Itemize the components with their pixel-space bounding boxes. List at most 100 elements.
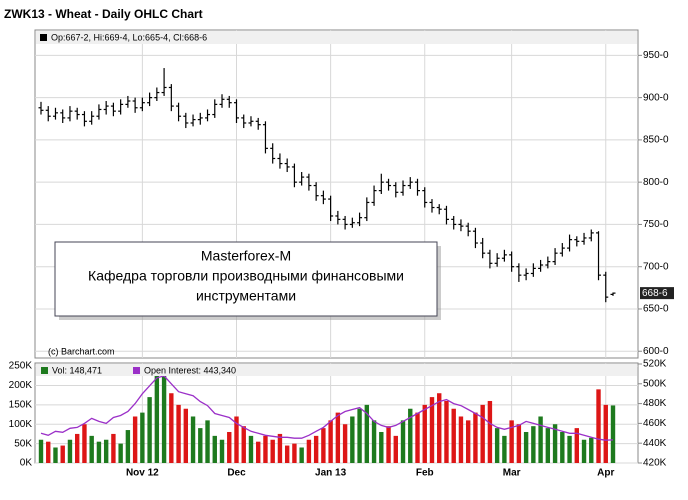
legend-swatch: [133, 367, 140, 374]
volume-bar: [408, 408, 413, 463]
volume-bar: [190, 416, 196, 463]
volume-bar: [284, 445, 290, 463]
volume-bar: [567, 435, 572, 463]
legend-swatch: [41, 367, 48, 374]
x-tick-label: Jan 13: [315, 468, 347, 479]
volume-bar: [364, 404, 370, 463]
credit: (c) Barchart.com: [48, 346, 115, 356]
volume-bar: [299, 447, 304, 463]
volume-bar: [422, 404, 427, 463]
volume-bar: [103, 439, 109, 463]
y2-tick-label: 420K: [643, 458, 667, 469]
volume-bar: [198, 428, 203, 463]
volume-bar: [111, 433, 116, 463]
volume-bar: [96, 441, 102, 463]
volume-bar: [60, 445, 65, 463]
volume-bar: [494, 428, 500, 463]
volume-bar: [154, 369, 160, 463]
volume-bar: [350, 416, 355, 463]
volume-bar: [82, 424, 87, 463]
volume-bar: [523, 431, 529, 463]
legend-swatch: [40, 34, 47, 41]
y-tick-label: 700-0: [643, 261, 669, 272]
y2-tick-label: 520K: [643, 359, 667, 370]
x-tick-label: Apr: [597, 468, 614, 479]
volume-bar: [313, 435, 319, 463]
volume-bar: [205, 420, 210, 463]
annotation-text: Masterforex-M: [201, 248, 291, 264]
y-tick-label: 600-0: [643, 346, 669, 357]
volume-bar: [53, 447, 58, 463]
legend-strip: [36, 364, 637, 376]
y-tick-label: 900-0: [643, 92, 669, 103]
volume-bar: [458, 416, 464, 463]
volume-bar: [241, 426, 246, 463]
volume-bar: [335, 412, 341, 463]
volume-bar: [270, 439, 275, 463]
volume-bar: [89, 435, 94, 463]
volume-bar: [277, 433, 283, 463]
volume-bar: [227, 431, 232, 463]
legend-entry: Open Interest: 443,340: [144, 365, 236, 375]
x-tick-label: Feb: [416, 468, 434, 479]
y2-tick-label: 460K: [643, 418, 667, 429]
volume-bar: [176, 404, 181, 463]
volume-bar: [574, 428, 579, 463]
volume-bar: [306, 439, 312, 463]
volume-bar: [545, 428, 551, 463]
volume-bar: [248, 435, 254, 463]
volume-bar: [429, 397, 435, 463]
volume-bar: [234, 416, 239, 463]
volume-bar: [516, 424, 522, 463]
volume-bar: [465, 420, 471, 463]
volume-bar: [538, 416, 543, 463]
volume-bar: [263, 435, 268, 463]
y-tick-label: 800-0: [643, 177, 669, 188]
legend-entry: Vol: 148,471: [52, 365, 102, 375]
y-tick-label: 50K: [14, 438, 32, 449]
volume-bar: [509, 420, 514, 463]
volume-bar: [38, 439, 44, 463]
volume-bar: [531, 426, 536, 463]
volume-bar: [212, 435, 217, 463]
volume-bar: [437, 393, 442, 463]
volume-bar: [147, 397, 152, 463]
y-tick-label: 850-0: [643, 135, 669, 146]
y-tick-label: 0K: [20, 458, 33, 469]
y2-tick-label: 480K: [643, 398, 667, 409]
volume-bar: [46, 441, 51, 463]
x-tick-label: Nov 12: [126, 468, 159, 479]
volume-bar: [67, 439, 73, 463]
volume-bar: [292, 443, 297, 463]
volume-bar: [140, 412, 145, 463]
volume-bar: [219, 439, 225, 463]
y2-tick-label: 440K: [643, 438, 667, 449]
x-tick-label: Dec: [227, 468, 246, 479]
volume-bar: [183, 408, 189, 463]
volume-bar: [371, 420, 377, 463]
legend-strip: [36, 31, 637, 44]
y-tick-label: 750-0: [643, 219, 669, 230]
volume-bar: [502, 435, 507, 463]
y-tick-label: 950-0: [643, 50, 669, 61]
volume-bar: [560, 431, 565, 463]
volume-bar: [379, 431, 384, 463]
ohlc-legend: Op:667-2, Hi:669-4, Lo:665-4, Cl:668-6: [51, 32, 207, 42]
volume-bar: [596, 389, 601, 463]
volume-bar: [386, 426, 391, 463]
last-price-tag: [640, 287, 674, 300]
volume-bar: [589, 437, 594, 463]
y-tick-label: 150K: [9, 400, 33, 411]
chart-title: ZWK13 - Wheat - Daily OHLC Chart: [4, 7, 203, 21]
annotation-text: инструментами: [196, 288, 296, 304]
volume-bar: [400, 420, 406, 463]
volume-bar: [393, 435, 398, 463]
volume-bar: [603, 404, 608, 463]
volume-bar: [125, 430, 131, 463]
volume-bar: [169, 393, 174, 463]
y-tick-label: 100K: [9, 419, 33, 430]
open-interest-line: [40, 375, 614, 441]
volume-bar: [610, 405, 616, 463]
x-tick-label: Mar: [503, 468, 521, 479]
